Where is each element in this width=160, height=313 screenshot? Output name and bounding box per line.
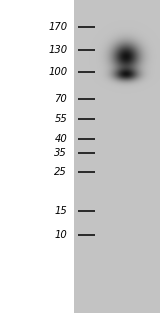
Text: 40: 40 (54, 134, 67, 144)
Text: 100: 100 (48, 67, 67, 77)
Bar (0, 0, 74, 313)
Text: 55: 55 (54, 114, 67, 124)
Text: 130: 130 (48, 45, 67, 55)
Text: 70: 70 (54, 94, 67, 104)
Text: 25: 25 (54, 167, 67, 177)
Text: 10: 10 (54, 230, 67, 240)
Text: 35: 35 (54, 148, 67, 158)
Text: 15: 15 (54, 206, 67, 216)
Text: 170: 170 (48, 22, 67, 32)
